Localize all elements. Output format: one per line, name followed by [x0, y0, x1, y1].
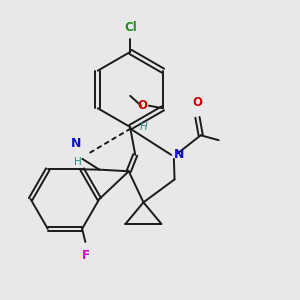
Text: H: H: [140, 122, 148, 132]
Text: H: H: [74, 157, 81, 166]
Text: N: N: [71, 137, 81, 150]
Text: O: O: [192, 96, 203, 109]
Text: N: N: [174, 148, 184, 161]
Text: Cl: Cl: [124, 21, 137, 34]
Text: O: O: [138, 99, 148, 112]
Text: F: F: [81, 249, 89, 262]
